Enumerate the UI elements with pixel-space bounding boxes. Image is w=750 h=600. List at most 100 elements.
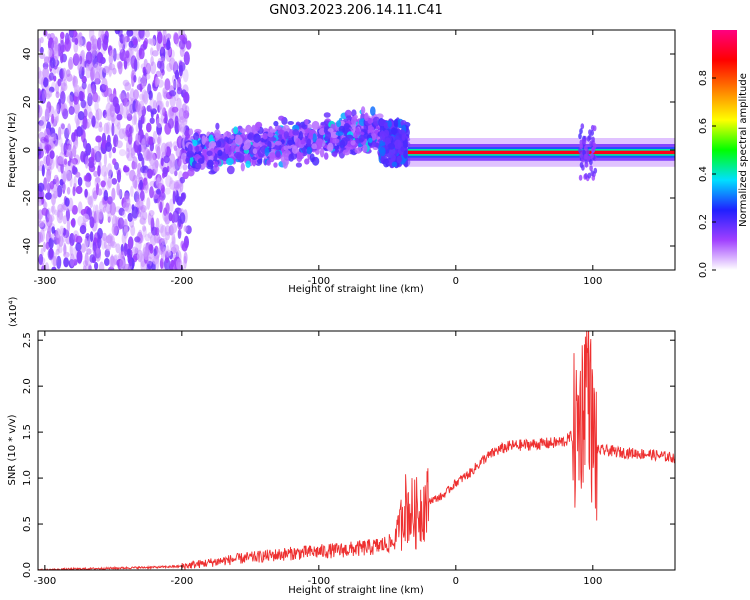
heatmap-cell [95, 177, 101, 183]
heatmap-cell [146, 197, 151, 210]
heatmap-cell [306, 146, 313, 155]
heatmap-cell [122, 33, 128, 45]
heatmap-cell [187, 143, 193, 154]
heatmap-cell [156, 145, 161, 160]
heatmap-cell [65, 208, 70, 222]
heatmap-cell [125, 147, 130, 159]
heatmap-cell [74, 37, 79, 46]
heatmap-cell [364, 112, 369, 122]
heatmap-cell [48, 237, 54, 250]
heatmap-cell [166, 33, 172, 40]
heatmap-cell [155, 143, 161, 155]
heatmap-cell [178, 64, 183, 77]
heatmap-cell [184, 115, 188, 123]
y-tick-label: 1.0 [22, 470, 33, 486]
heatmap-cell [159, 223, 164, 234]
heatmap-cell [69, 233, 75, 246]
heatmap-cell [581, 138, 586, 145]
snr-x-ticks: -300 -200 -100 0 100 [33, 331, 602, 587]
heatmap-cell [73, 154, 81, 165]
heatmap-cell [122, 261, 127, 270]
heatmap-cell [68, 30, 75, 38]
heatmap-cell [101, 77, 108, 91]
heatmap-cell [138, 229, 143, 239]
heatmap-cell [145, 62, 151, 75]
heatmap-cell [53, 47, 59, 61]
heatmap-cell [268, 152, 277, 159]
heatmap-cell [98, 125, 103, 133]
heatmap-cell [144, 30, 150, 38]
heatmap-cell [73, 55, 79, 66]
heatmap-cell [90, 36, 95, 46]
heatmap-cell [50, 133, 57, 142]
heatmap-cell [323, 152, 329, 160]
heatmap-cell [383, 129, 390, 137]
heatmap-cell [51, 266, 57, 270]
heatmap-cell [116, 140, 123, 149]
heatmap-cell [103, 152, 107, 167]
heatmap-cell [389, 148, 396, 156]
heatmap-cell [115, 53, 121, 60]
heatmap-cell [367, 118, 374, 124]
heatmap-cell [68, 144, 72, 154]
heatmap-cell [38, 253, 44, 266]
heatmap-cell [39, 36, 44, 44]
heatmap-cell [138, 144, 142, 154]
heatmap-cell [178, 34, 186, 41]
heatmap-cell [60, 31, 65, 39]
heatmap-cell [155, 217, 160, 231]
heatmap-cell [109, 255, 116, 269]
heatmap-cell [38, 198, 42, 207]
heatmap-cell [60, 80, 66, 92]
heatmap-cell [382, 159, 390, 165]
heatmap-cell [591, 147, 596, 153]
heatmap-cell [123, 96, 128, 107]
heatmap-cell [247, 132, 255, 141]
heatmap-cell [72, 165, 76, 173]
heatmap-cell [379, 146, 386, 157]
heatmap-cell [118, 128, 126, 140]
heatmap-cell [98, 30, 105, 40]
heatmap-cell [38, 105, 43, 118]
heatmap-cell [109, 104, 116, 118]
heatmap-cell [125, 109, 133, 117]
heatmap-cell [130, 185, 134, 197]
heatmap-cell [56, 255, 62, 269]
heatmap-cell [82, 213, 90, 223]
heatmap-cell [149, 186, 154, 199]
x-tick-label: 0 [453, 576, 459, 587]
heatmap-cell [58, 245, 63, 254]
heatmap-cell [126, 30, 134, 37]
x-tick-label: 100 [583, 576, 602, 587]
heatmap-cell [320, 121, 327, 126]
heatmap-cell [230, 144, 236, 153]
heatmap-cell [134, 236, 141, 243]
heatmap-cell [127, 132, 133, 145]
heatmap-cell [89, 216, 95, 229]
heatmap-cell [79, 224, 87, 235]
heatmap-cell [124, 82, 132, 92]
heatmap-cell [112, 158, 117, 166]
heatmap-cell [60, 91, 66, 105]
heatmap-cell [402, 141, 408, 149]
heatmap-cell [75, 235, 83, 244]
heatmap-cell [102, 38, 108, 51]
snr-panel: -300 -200 -100 0 100 0.0 0.5 1.0 1.5 2.0 2.5 Heig… [7, 296, 676, 596]
heatmap-cell [579, 143, 583, 150]
heatmap-cell [83, 108, 88, 118]
heatmap-cell [57, 126, 62, 140]
heatmap-cell [584, 145, 588, 152]
spectrogram-x-label: Height of straight line (km) [288, 284, 424, 295]
heatmap-cell [49, 180, 55, 190]
heatmap-cell [98, 208, 103, 220]
heatmap-cell [40, 116, 47, 129]
heatmap-cell [95, 109, 100, 124]
heatmap-cell [70, 219, 76, 227]
heatmap-cell [127, 212, 133, 222]
heatmap-cell [253, 133, 261, 143]
heatmap-cell [39, 93, 47, 104]
heatmap-cell [165, 100, 170, 108]
heatmap-cell [226, 165, 235, 175]
heatmap-cell [77, 62, 82, 75]
heatmap-cell [113, 124, 121, 136]
